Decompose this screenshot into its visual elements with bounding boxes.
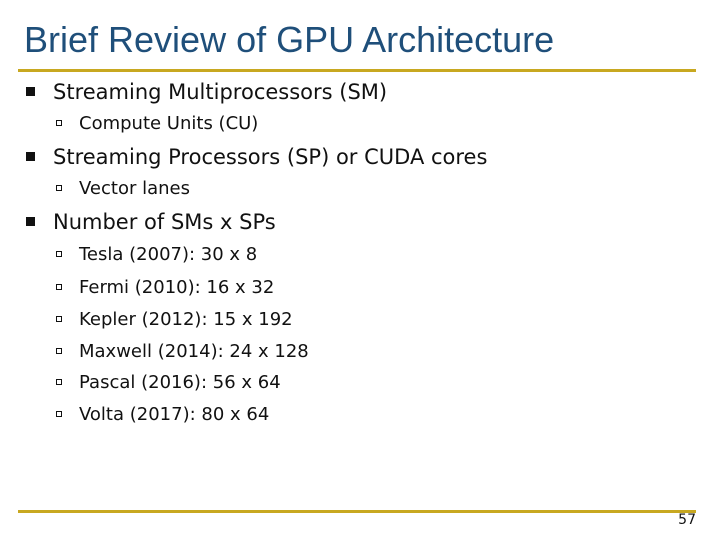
hollow-square-bullet-icon — [56, 120, 62, 126]
title-divider — [18, 69, 696, 72]
bullet-text: Streaming Processors (SP) or CUDA cores — [53, 145, 488, 169]
square-bullet-icon — [26, 87, 35, 96]
hollow-square-bullet-icon — [56, 284, 62, 290]
sub-bullet-text: Maxwell (2014): 24 x 128 — [79, 341, 309, 362]
sub-bullet-text: Vector lanes — [79, 178, 190, 199]
page-number: 57 — [678, 512, 696, 528]
hollow-square-bullet-icon — [56, 348, 62, 354]
sub-bullet-text: Volta (2017): 80 x 64 — [79, 404, 270, 425]
slide-title: Brief Review of GPU Architecture — [24, 19, 555, 60]
sub-bullet-text: Tesla (2007): 30 x 8 — [79, 244, 258, 265]
footer-divider — [18, 510, 696, 513]
hollow-square-bullet-icon — [56, 185, 62, 191]
sub-bullet-text: Kepler (2012): 15 x 192 — [79, 309, 293, 330]
sub-bullet-text: Pascal (2016): 56 x 64 — [79, 372, 281, 393]
hollow-square-bullet-icon — [56, 316, 62, 322]
hollow-square-bullet-icon — [56, 251, 62, 257]
hollow-square-bullet-icon — [56, 379, 62, 385]
hollow-square-bullet-icon — [56, 411, 62, 417]
bullet-text: Number of SMs x SPs — [53, 210, 276, 234]
square-bullet-icon — [26, 217, 35, 226]
sub-bullet-text: Compute Units (CU) — [79, 113, 259, 134]
bullet-text: Streaming Multiprocessors (SM) — [53, 80, 388, 104]
sub-bullet-text: Fermi (2010): 16 x 32 — [79, 277, 275, 298]
square-bullet-icon — [26, 152, 35, 161]
